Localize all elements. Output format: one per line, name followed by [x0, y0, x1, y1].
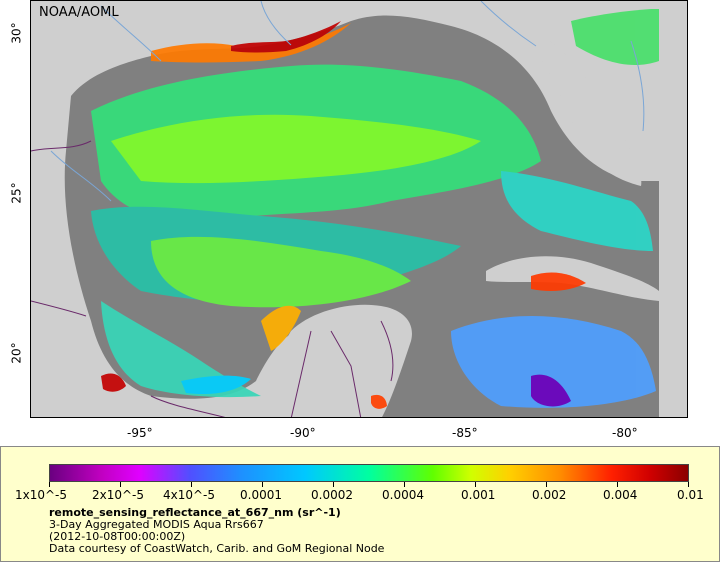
- river-lines: [50, 1, 645, 202]
- legend-panel: 1x10^-5 2x10^-5 4x10^-5 0.0001 0.0002 0.…: [0, 446, 720, 562]
- political-borders: [31, 140, 394, 417]
- lon-label-95: -95°: [127, 426, 153, 440]
- legend-tick-8: 0.002: [532, 488, 567, 502]
- florida-peninsula: [531, 31, 642, 186]
- legend-tick-5: 0.0002: [311, 488, 353, 502]
- legend-title: remote_sensing_reflectance_at_667_nm (sr…: [49, 506, 341, 519]
- lon-label-90: -90°: [290, 426, 316, 440]
- legend-tick-4: 0.0001: [240, 488, 282, 502]
- legend-product: 3-Day Aggregated MODIS Aqua Rrs667: [49, 518, 264, 531]
- legend-tick-3: 4x10^-5: [163, 488, 216, 502]
- lat-label-30: 30°: [9, 22, 24, 44]
- colorbar: [49, 464, 689, 482]
- legend-date: (2012-10-08T00:00:00Z): [49, 530, 186, 543]
- map-panel: NOAA/AOML: [30, 0, 688, 418]
- reflectance-data-layer: [91, 9, 659, 409]
- lat-label-25: 25°: [9, 182, 24, 204]
- legend-tick-2: 2x10^-5: [92, 488, 145, 502]
- lon-label-80: -80°: [612, 426, 638, 440]
- yucatan-peninsula: [261, 304, 412, 417]
- gulf-reflectance-map: [31, 1, 687, 417]
- legend-tick-1: 1x10^-5: [15, 488, 68, 502]
- legend-tick-10: 0.01: [677, 488, 704, 502]
- legend-credit: Data courtesy of CoastWatch, Carib. and …: [49, 542, 385, 555]
- legend-tick-6: 0.0004: [382, 488, 424, 502]
- lon-label-85: -85°: [452, 426, 478, 440]
- legend-tick-7: 0.001: [461, 488, 496, 502]
- lat-label-20: 20°: [9, 342, 24, 364]
- legend-tick-9: 0.004: [603, 488, 638, 502]
- agency-label: NOAA/AOML: [39, 5, 119, 20]
